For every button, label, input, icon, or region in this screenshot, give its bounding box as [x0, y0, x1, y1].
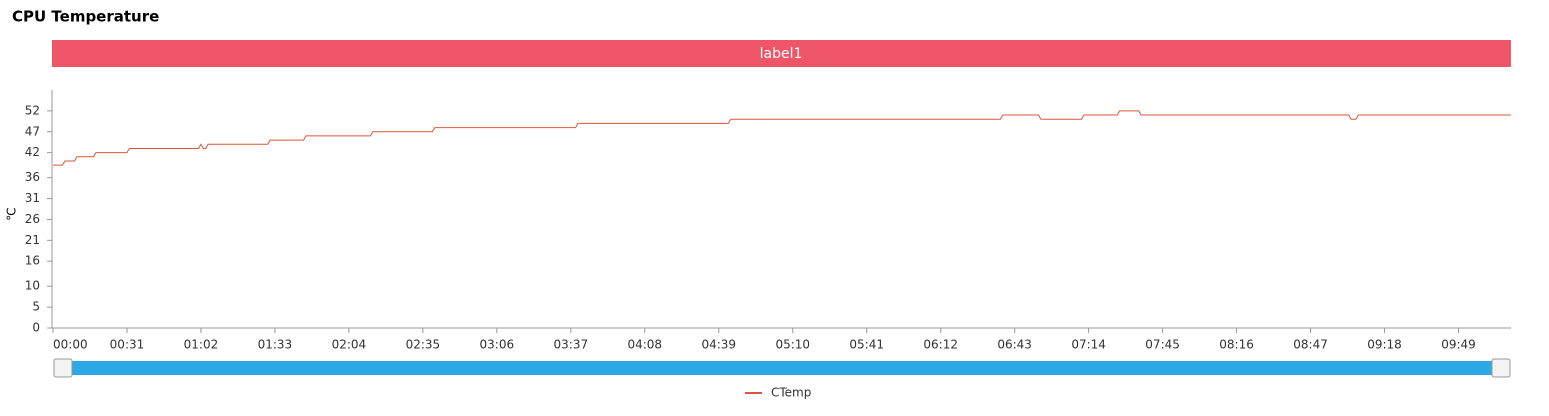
legend-label: CTemp [771, 386, 811, 400]
y-tick-label: 16 [25, 254, 40, 268]
y-axis-label: ℃ [5, 207, 19, 220]
x-tick-label: 01:33 [258, 338, 293, 352]
x-tick-label: 04:39 [701, 338, 736, 352]
x-tick-label: 03:37 [554, 338, 589, 352]
zoom-handle-right[interactable] [1491, 358, 1511, 378]
x-tick-label: 09:49 [1441, 338, 1476, 352]
x-tick-label: 02:04 [332, 338, 367, 352]
y-tick-label: 0 [32, 321, 40, 335]
banner [52, 40, 1511, 67]
x-tick-label: 05:41 [849, 338, 884, 352]
y-tick-label: 5 [32, 300, 40, 314]
line [53, 110, 1511, 166]
y-tick-label: 52 [25, 103, 40, 117]
zoom-slider[interactable] [57, 361, 1507, 375]
y-tick-label: 42 [25, 145, 40, 159]
y-tick-label: 36 [25, 170, 40, 184]
y-tick-label: 26 [25, 212, 40, 226]
y-tick-label: 21 [25, 233, 40, 247]
y-tick-label: 10 [25, 279, 40, 293]
x-tick-label: 09:18 [1367, 338, 1402, 352]
x-tick-label: 02:35 [406, 338, 441, 352]
x-tick-label: 05:10 [775, 338, 810, 352]
y-tick-label: 47 [25, 124, 40, 138]
x-tick-label: 07:45 [1145, 338, 1180, 352]
x-tick-label: 01:02 [184, 338, 219, 352]
x-tick-label: 03:06 [480, 338, 515, 352]
x-tick-label: 07:14 [1071, 338, 1106, 352]
x-tick-label: 06:12 [923, 338, 958, 352]
zoom-handle-left[interactable] [53, 358, 73, 378]
chart-title: CPU Temperature [12, 8, 159, 26]
banner-label: label1 [760, 46, 803, 62]
x-tick-label: 00:31 [110, 338, 145, 352]
y-tick-label: 31 [25, 191, 40, 205]
x-tick-label: 04:08 [627, 338, 662, 352]
x-tick-label: 06:43 [997, 338, 1032, 352]
x-tick-label: 08:16 [1219, 338, 1254, 352]
x-tick-label: 00:00 [53, 338, 88, 352]
x-tick-label: 08:47 [1293, 338, 1328, 352]
